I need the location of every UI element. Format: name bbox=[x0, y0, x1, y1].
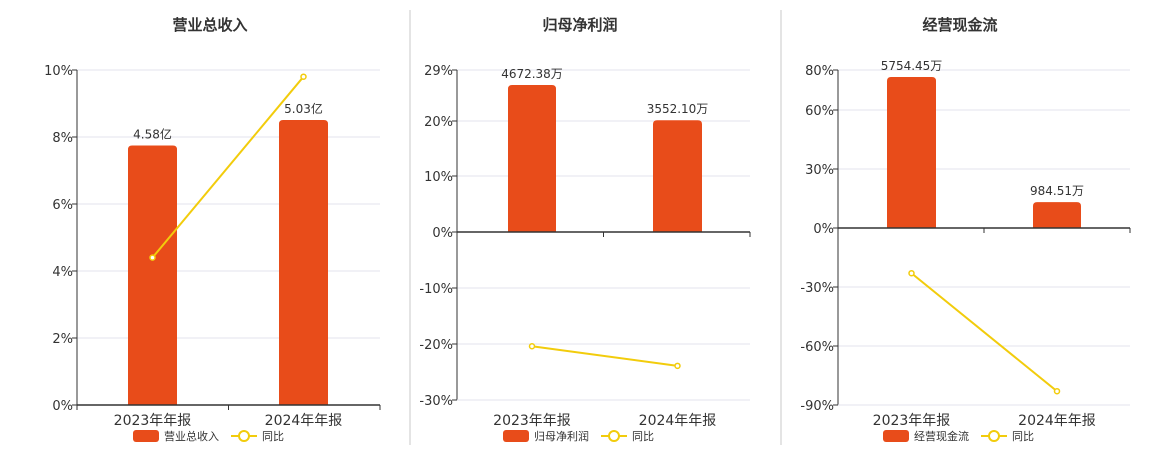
y-tick-label: -60% bbox=[800, 340, 834, 355]
y-tick-label: -30% bbox=[800, 281, 834, 296]
y-tick-label: -10% bbox=[419, 282, 453, 297]
bar bbox=[128, 145, 177, 406]
x-tick-label: 2023年年报 bbox=[114, 413, 192, 429]
legend-line-marker bbox=[238, 430, 250, 442]
chart-title: 营业总收入 bbox=[172, 16, 247, 34]
bar-value-label: 3552.10万 bbox=[647, 102, 709, 116]
y-tick-label: -20% bbox=[419, 338, 453, 353]
bar-value-label: 5.03亿 bbox=[284, 101, 323, 116]
legend-bar-swatch bbox=[133, 430, 159, 442]
y-tick-label: 6% bbox=[52, 198, 73, 213]
legend-line-marker bbox=[608, 430, 620, 442]
legend-line-marker bbox=[988, 430, 1000, 442]
bar bbox=[279, 120, 328, 405]
y-tick-label: 0% bbox=[432, 226, 453, 241]
yoy-point bbox=[908, 269, 915, 277]
y-tick-label: -90% bbox=[800, 399, 834, 414]
chart-title: 经营现金流 bbox=[922, 16, 997, 34]
x-tick-label: 2024年年报 bbox=[265, 413, 343, 429]
y-tick-label: 80% bbox=[805, 64, 834, 79]
yoy-line bbox=[910, 272, 1058, 393]
legend-line-label: 同比 bbox=[1012, 430, 1034, 443]
legend-bar-swatch bbox=[503, 430, 529, 442]
bar bbox=[1033, 202, 1081, 228]
y-tick-label: 20% bbox=[424, 115, 453, 130]
y-tick-label: 10% bbox=[424, 170, 453, 185]
y-tick-label: 60% bbox=[805, 104, 834, 119]
y-tick-label: 0% bbox=[52, 399, 73, 414]
y-tick-label: -30% bbox=[419, 394, 453, 409]
yoy-point bbox=[674, 362, 681, 370]
y-tick-label: 0% bbox=[813, 222, 834, 237]
bar bbox=[653, 120, 702, 232]
yoy-point bbox=[300, 73, 307, 80]
legend-bar-label: 归母净利润 bbox=[534, 429, 589, 443]
y-tick-label: 10% bbox=[44, 64, 73, 79]
legend-line-label: 同比 bbox=[632, 430, 654, 443]
legend-bar-swatch bbox=[883, 430, 909, 442]
yoy-point bbox=[149, 254, 156, 261]
legend-bar-label: 经营现金流 bbox=[914, 429, 969, 443]
yoy-point bbox=[528, 342, 536, 350]
yoy-point bbox=[1053, 387, 1061, 395]
y-tick-label: 30% bbox=[805, 163, 834, 178]
chart-title: 归母净利润 bbox=[542, 16, 617, 34]
x-tick-label: 2024年年报 bbox=[639, 413, 717, 429]
x-tick-label: 2024年年报 bbox=[1018, 413, 1096, 429]
bar-value-label: 5754.45万 bbox=[881, 59, 943, 73]
bar-value-label: 984.51万 bbox=[1030, 184, 1084, 198]
y-tick-label: 4% bbox=[52, 265, 73, 280]
bar bbox=[508, 85, 556, 232]
bar-value-label: 4.58亿 bbox=[133, 126, 172, 141]
bar bbox=[887, 77, 936, 228]
yoy-line bbox=[531, 345, 678, 367]
bar-value-label: 4672.38万 bbox=[501, 67, 563, 81]
x-tick-label: 2023年年报 bbox=[493, 413, 571, 429]
y-tick-label: 2% bbox=[52, 332, 73, 347]
yoy-line bbox=[151, 76, 305, 259]
y-tick-label: 29% bbox=[424, 64, 453, 79]
legend-bar-label: 营业总收入 bbox=[164, 429, 219, 443]
y-tick-label: 8% bbox=[52, 131, 73, 146]
legend-line-label: 同比 bbox=[262, 430, 284, 443]
x-tick-label: 2023年年报 bbox=[873, 413, 951, 429]
